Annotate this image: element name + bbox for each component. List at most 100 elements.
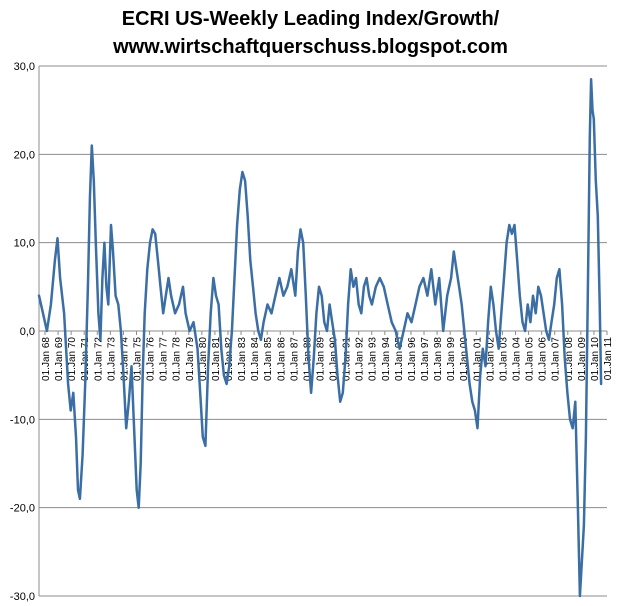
data-point <box>146 268 149 271</box>
data-point <box>125 427 127 430</box>
data-point <box>463 330 466 332</box>
data-point <box>484 365 487 368</box>
data-point <box>434 303 437 306</box>
data-point <box>402 330 405 332</box>
x-tick-label: 01.Jan 96 <box>407 337 418 381</box>
data-point <box>336 374 339 377</box>
data-point <box>468 383 471 385</box>
data-point <box>209 312 212 315</box>
x-tick-label: 01.Jan 99 <box>446 337 457 381</box>
data-point <box>363 286 365 288</box>
x-tick-label: 01.Jan 83 <box>237 337 248 381</box>
data-point <box>532 294 534 297</box>
x-tick-label: 01.Jan 92 <box>355 337 366 381</box>
data-point <box>566 392 569 394</box>
x-tick-label: 01.Jan 10 <box>590 337 601 381</box>
data-point <box>154 233 156 235</box>
data-point <box>260 339 262 341</box>
data-point <box>495 330 497 332</box>
data-point <box>162 312 164 315</box>
data-point <box>99 339 102 341</box>
data-point <box>199 392 201 394</box>
y-tick-label: 20,0 <box>14 149 35 161</box>
data-point <box>589 135 591 138</box>
data-point <box>75 436 77 438</box>
data-point <box>383 286 385 288</box>
data-point <box>262 321 265 324</box>
y-tick-label: -10,0 <box>10 414 35 426</box>
data-point <box>328 303 331 306</box>
data-point <box>220 347 223 350</box>
data-point <box>410 321 413 324</box>
data-point <box>471 400 474 403</box>
data-point <box>117 303 120 306</box>
data-point <box>583 524 585 527</box>
data-point <box>79 498 81 500</box>
series-line-wli-growth <box>37 78 603 598</box>
data-point <box>476 427 479 430</box>
data-point <box>137 506 140 509</box>
x-tick-label: 01.Jan 79 <box>185 337 196 381</box>
data-point <box>365 277 368 279</box>
data-point <box>368 294 371 297</box>
x-tick-label: 01.Jan 11 <box>603 337 614 381</box>
data-point <box>585 436 587 438</box>
data-point <box>406 312 409 315</box>
data-point <box>54 259 56 262</box>
data-point <box>326 330 328 332</box>
x-tick-label: 01.Jan 85 <box>263 337 274 381</box>
x-tick-label: 01.Jan 78 <box>172 337 183 381</box>
data-point <box>577 506 579 509</box>
data-point <box>394 330 397 332</box>
data-point <box>597 215 599 217</box>
x-tick-label: 01.Jan 69 <box>54 337 65 381</box>
data-point <box>56 237 59 240</box>
data-point <box>91 144 93 147</box>
data-point <box>241 171 244 173</box>
data-point <box>274 294 277 297</box>
data-point <box>95 241 97 244</box>
data-point <box>386 303 389 306</box>
data-point <box>331 321 334 324</box>
data-point <box>231 330 233 332</box>
data-point <box>67 383 69 385</box>
data-point <box>490 286 492 288</box>
data-point <box>286 286 289 288</box>
data-point <box>542 312 545 315</box>
data-point <box>479 374 482 377</box>
data-point <box>182 286 184 288</box>
y-tick-label: 30,0 <box>14 61 35 73</box>
x-tick-label: 01.Jan 98 <box>433 337 444 381</box>
data-point <box>236 224 238 226</box>
x-tick-label: 01.Jan 87 <box>289 337 300 381</box>
data-point <box>204 445 207 447</box>
data-point <box>360 312 363 315</box>
data-point <box>165 294 167 297</box>
data-point <box>128 400 130 403</box>
data-point <box>600 383 602 385</box>
data-point <box>548 339 550 341</box>
data-point <box>466 356 468 359</box>
x-tick-label: 01.Jan 81 <box>211 337 222 381</box>
x-tick-label: 01.Jan 70 <box>67 337 78 381</box>
data-point <box>157 259 159 262</box>
data-point <box>63 312 65 315</box>
data-point <box>105 286 108 288</box>
data-point <box>310 392 312 394</box>
data-point <box>595 180 597 182</box>
data-point <box>574 400 577 403</box>
data-point <box>101 277 104 279</box>
data-point <box>398 347 401 350</box>
data-point <box>149 241 151 244</box>
data-point <box>46 330 48 332</box>
y-tick-label: 0,0 <box>20 326 35 338</box>
x-tick-label: 01.Jan 77 <box>159 337 170 381</box>
data-point <box>223 374 225 377</box>
data-point <box>120 330 122 332</box>
x-tick-label: 01.Jan 95 <box>394 337 405 381</box>
data-point <box>500 312 503 315</box>
x-tick-label: 01.Jan 84 <box>250 337 261 381</box>
data-point <box>492 303 495 306</box>
data-point <box>458 286 460 288</box>
data-point <box>278 277 281 279</box>
